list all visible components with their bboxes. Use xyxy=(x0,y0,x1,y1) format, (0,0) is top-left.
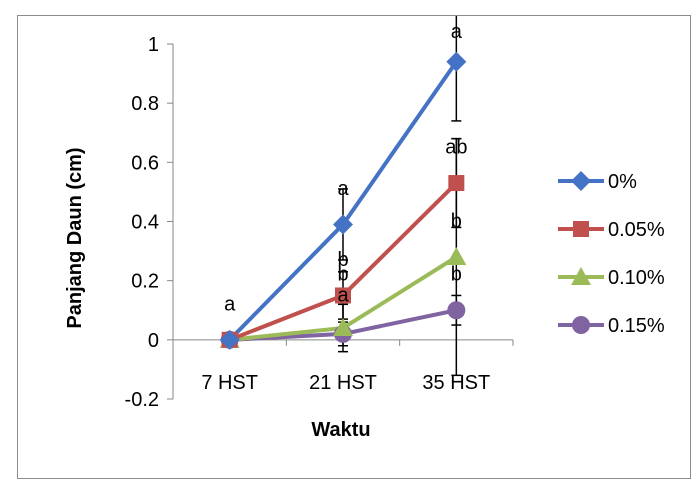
significance-label: ab xyxy=(445,136,467,158)
legend: 0% 0.05% 0.10% 0.15% xyxy=(558,171,665,337)
data-point xyxy=(448,175,465,192)
data-point xyxy=(333,214,353,235)
legend-marker xyxy=(573,221,589,237)
data-point xyxy=(333,318,353,336)
y-tick-label: 0.4 xyxy=(131,212,159,234)
data-point xyxy=(446,247,467,265)
legend-label: 0.05% xyxy=(608,219,665,241)
y-tick-label: 0.8 xyxy=(131,93,159,115)
legend-marker xyxy=(571,171,591,191)
significance-label: b xyxy=(337,264,348,286)
legend-marker xyxy=(571,267,591,285)
significance-label: a xyxy=(337,284,349,306)
x-tick-label: 21 HST xyxy=(309,372,377,394)
significance-label: a xyxy=(337,178,349,200)
y-tick-label: -0.2 xyxy=(125,389,159,411)
legend-label: 0.10% xyxy=(608,267,665,289)
line-chart: -0.200.20.40.60.817 HST 21 HST 35 HST aabb… xyxy=(64,16,665,441)
legend-label: 0.15% xyxy=(608,315,665,337)
legend-marker xyxy=(572,316,590,334)
legend-label: 0% xyxy=(608,171,637,193)
data-point xyxy=(446,51,467,72)
y-tick-label: 0 xyxy=(148,330,159,352)
y-tick-label: 1 xyxy=(148,34,159,56)
data-point xyxy=(219,329,240,350)
series-markers xyxy=(219,51,467,350)
significance-label: b xyxy=(451,210,462,232)
data-point xyxy=(447,301,466,320)
significance-label: a xyxy=(224,293,236,315)
x-axis-title: Waktu xyxy=(311,419,370,441)
significance-label: a xyxy=(451,21,463,43)
significance-label: b xyxy=(337,249,348,271)
y-tick-label: 0.2 xyxy=(131,271,159,293)
x-tick-label: 7 HST xyxy=(201,372,258,394)
significance-label: b xyxy=(451,264,462,286)
y-axis-title: Panjang Daun (cm) xyxy=(64,147,86,328)
data-point xyxy=(335,287,351,304)
x-tick-label: 35 HST xyxy=(422,372,490,394)
y-tick-label: 0.6 xyxy=(131,152,159,174)
